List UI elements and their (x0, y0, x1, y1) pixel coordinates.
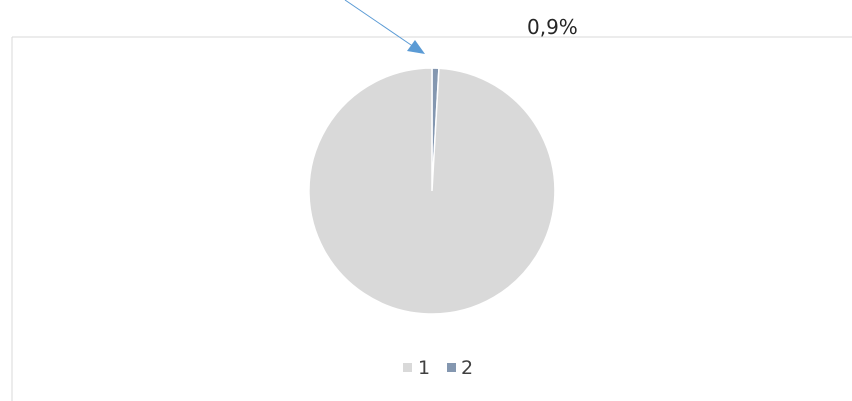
callout-arrow-line (344, 0, 415, 48)
data-label-series-2: 0,9% (527, 15, 578, 39)
callout-arrow-head (407, 40, 425, 54)
legend-swatch-1 (403, 363, 412, 372)
pie-slices (308, 67, 556, 315)
legend: 1 2 (403, 357, 473, 379)
legend-label-1: 1 (418, 357, 430, 379)
legend-label-2: 2 (461, 357, 473, 379)
pie-slice-1 (308, 67, 556, 315)
legend-swatch-2 (447, 363, 456, 372)
callout-arrow (344, 0, 425, 54)
